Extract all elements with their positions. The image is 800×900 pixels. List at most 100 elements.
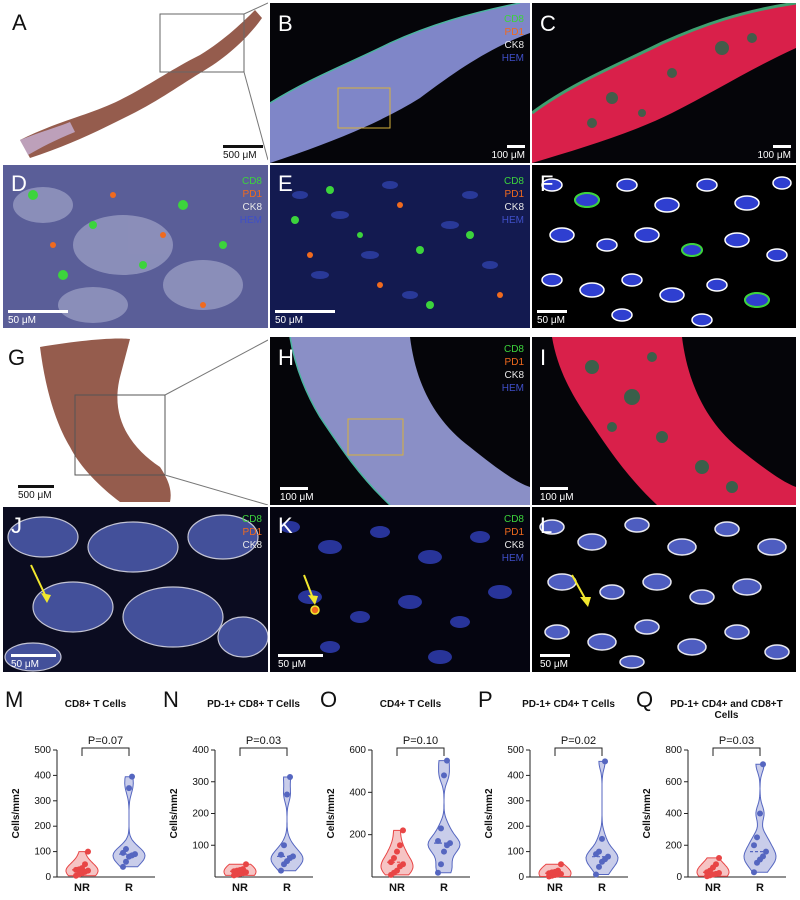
scale-bar: 50 μM: [8, 310, 68, 326]
p-value-label: P=0.03: [246, 735, 281, 747]
significance-bracket: [712, 747, 761, 756]
data-point: [391, 854, 397, 861]
panel-label: I: [540, 345, 547, 370]
x-tick-label: R: [440, 882, 448, 894]
channel-legend: CD8 PD1 CK8 HEM: [502, 513, 524, 565]
y-axis-label: Cells/mm2: [169, 788, 180, 838]
data-point: [444, 757, 450, 764]
legend-hem: HEM: [501, 553, 524, 564]
chart-o: O CD4+ T Cells 200 400 600 Cells/mm2 NR R P=0.10: [320, 685, 478, 895]
violin-r: [743, 763, 777, 873]
scale-bar: 100 μM: [280, 487, 314, 503]
x-tick-label: NR: [389, 882, 405, 894]
y-tick-label: 200: [349, 830, 366, 841]
violin-plot-svg: 0 200 400 600 800 Cells/mm2 NR R P=0.03: [642, 735, 786, 894]
y-axis-label: Cells/mm2: [326, 788, 337, 838]
legend-pd1: PD1: [504, 357, 524, 368]
data-point: [760, 761, 766, 768]
data-point: [716, 870, 722, 877]
data-point: [602, 758, 608, 765]
data-point: [287, 773, 293, 780]
data-point: [751, 842, 757, 849]
data-point: [605, 853, 611, 860]
data-point: [757, 810, 763, 817]
y-tick-label: 200: [507, 821, 524, 832]
data-point: [596, 863, 602, 870]
legend-ck8: CK8: [504, 540, 524, 551]
scale-bar: 500 μM: [223, 145, 263, 161]
panel-h: H CD8 PD1 CK8 HEM 100 μM: [270, 337, 530, 505]
data-point: [397, 842, 403, 849]
scale-bar-label: 50 μM: [540, 659, 568, 670]
p-value-label: P=0.02: [561, 735, 596, 747]
violin-r: [112, 776, 146, 868]
scale-bar: 500 μM: [18, 485, 54, 501]
violin-plot-svg: 200 400 600 Cells/mm2 NR R P=0.10: [326, 735, 470, 894]
y-tick-label: 100: [34, 847, 51, 858]
y-tick-label: 0: [676, 872, 682, 883]
data-point: [558, 861, 564, 868]
x-tick-label: R: [125, 882, 133, 894]
legend-cd8: CD8: [503, 514, 524, 525]
x-tick-label: NR: [547, 882, 563, 894]
x-tick-label: R: [283, 882, 291, 894]
chart-panel-label: N: [163, 687, 179, 712]
y-tick-label: 500: [34, 745, 51, 756]
chart-title: CD8+ T Cells: [64, 699, 127, 710]
data-point: [281, 842, 287, 849]
legend-cd8: CD8: [241, 514, 262, 525]
chart-title: PD-1+ CD4+ T Cells: [522, 699, 615, 710]
scale-bar: 100 μM: [757, 145, 791, 161]
violin-plot-svg: 100 200 300 400 Cells/mm2 NR R P=0.03: [169, 735, 313, 894]
scale-bar: 100 μM: [491, 145, 525, 161]
x-tick-label: R: [598, 882, 606, 894]
scale-bar-label: 100 μM: [280, 492, 314, 503]
p-value-label: P=0.07: [88, 735, 123, 747]
x-tick-label: NR: [232, 882, 248, 894]
scale-bar-label: 50 μM: [8, 315, 36, 326]
significance-bracket: [81, 747, 130, 756]
channel-legend: CD8 PD1 CK8 HEM: [502, 343, 524, 395]
segmentation-zoom-l: [539, 517, 790, 669]
segmentation-overview-c: [532, 3, 796, 163]
p-value-label: P=0.10: [403, 735, 438, 747]
violin-plot-svg: 0 100 200 300 400 500 Cells/mm2 NR R P=0.07: [11, 735, 155, 894]
data-point: [438, 825, 444, 832]
y-tick-label: 300: [507, 796, 524, 807]
y-axis-label: Cells/mm2: [484, 788, 495, 838]
y-tick-label: 200: [192, 809, 209, 820]
legend-cd8: CD8: [503, 14, 524, 25]
data-point: [400, 827, 406, 834]
data-point: [278, 867, 284, 874]
data-point: [441, 772, 447, 779]
panel-g: G 500 μM: [0, 337, 268, 505]
violin-r: [270, 776, 304, 872]
scale-bar-label: 50 μM: [537, 315, 565, 326]
data-point: [388, 859, 394, 866]
panel-a: A 500 μM: [0, 0, 268, 165]
data-point: [394, 867, 400, 874]
panel-label: H: [278, 345, 294, 370]
data-point: [123, 858, 129, 865]
data-point: [754, 834, 760, 841]
segmentation-overview-i: [552, 337, 796, 505]
y-tick-label: 500: [507, 745, 524, 756]
legend-pd1: PD1: [242, 527, 262, 538]
y-tick-label: 400: [192, 745, 209, 756]
panel-c: C 100 μM: [532, 3, 796, 163]
segmentation-zoom-f: [541, 176, 792, 327]
y-axis-label: Cells/mm2: [11, 788, 22, 838]
scale-bar: 50 μM: [278, 654, 323, 670]
data-point: [760, 853, 766, 860]
legend-hem: HEM: [501, 383, 524, 394]
y-tick-label: 100: [507, 847, 524, 858]
panel-label: B: [278, 11, 293, 36]
chart-title: CD4+ T Cells: [379, 699, 442, 710]
panel-label: D: [11, 171, 27, 196]
scale-bar: 50 μM: [537, 310, 567, 326]
legend-pd1: PD1: [504, 527, 524, 538]
data-point: [441, 848, 447, 855]
scale-bar-label: 500 μM: [223, 150, 257, 161]
channel-legend: CD8 PD1 CK8 HEM: [240, 175, 262, 227]
data-point: [123, 846, 129, 853]
